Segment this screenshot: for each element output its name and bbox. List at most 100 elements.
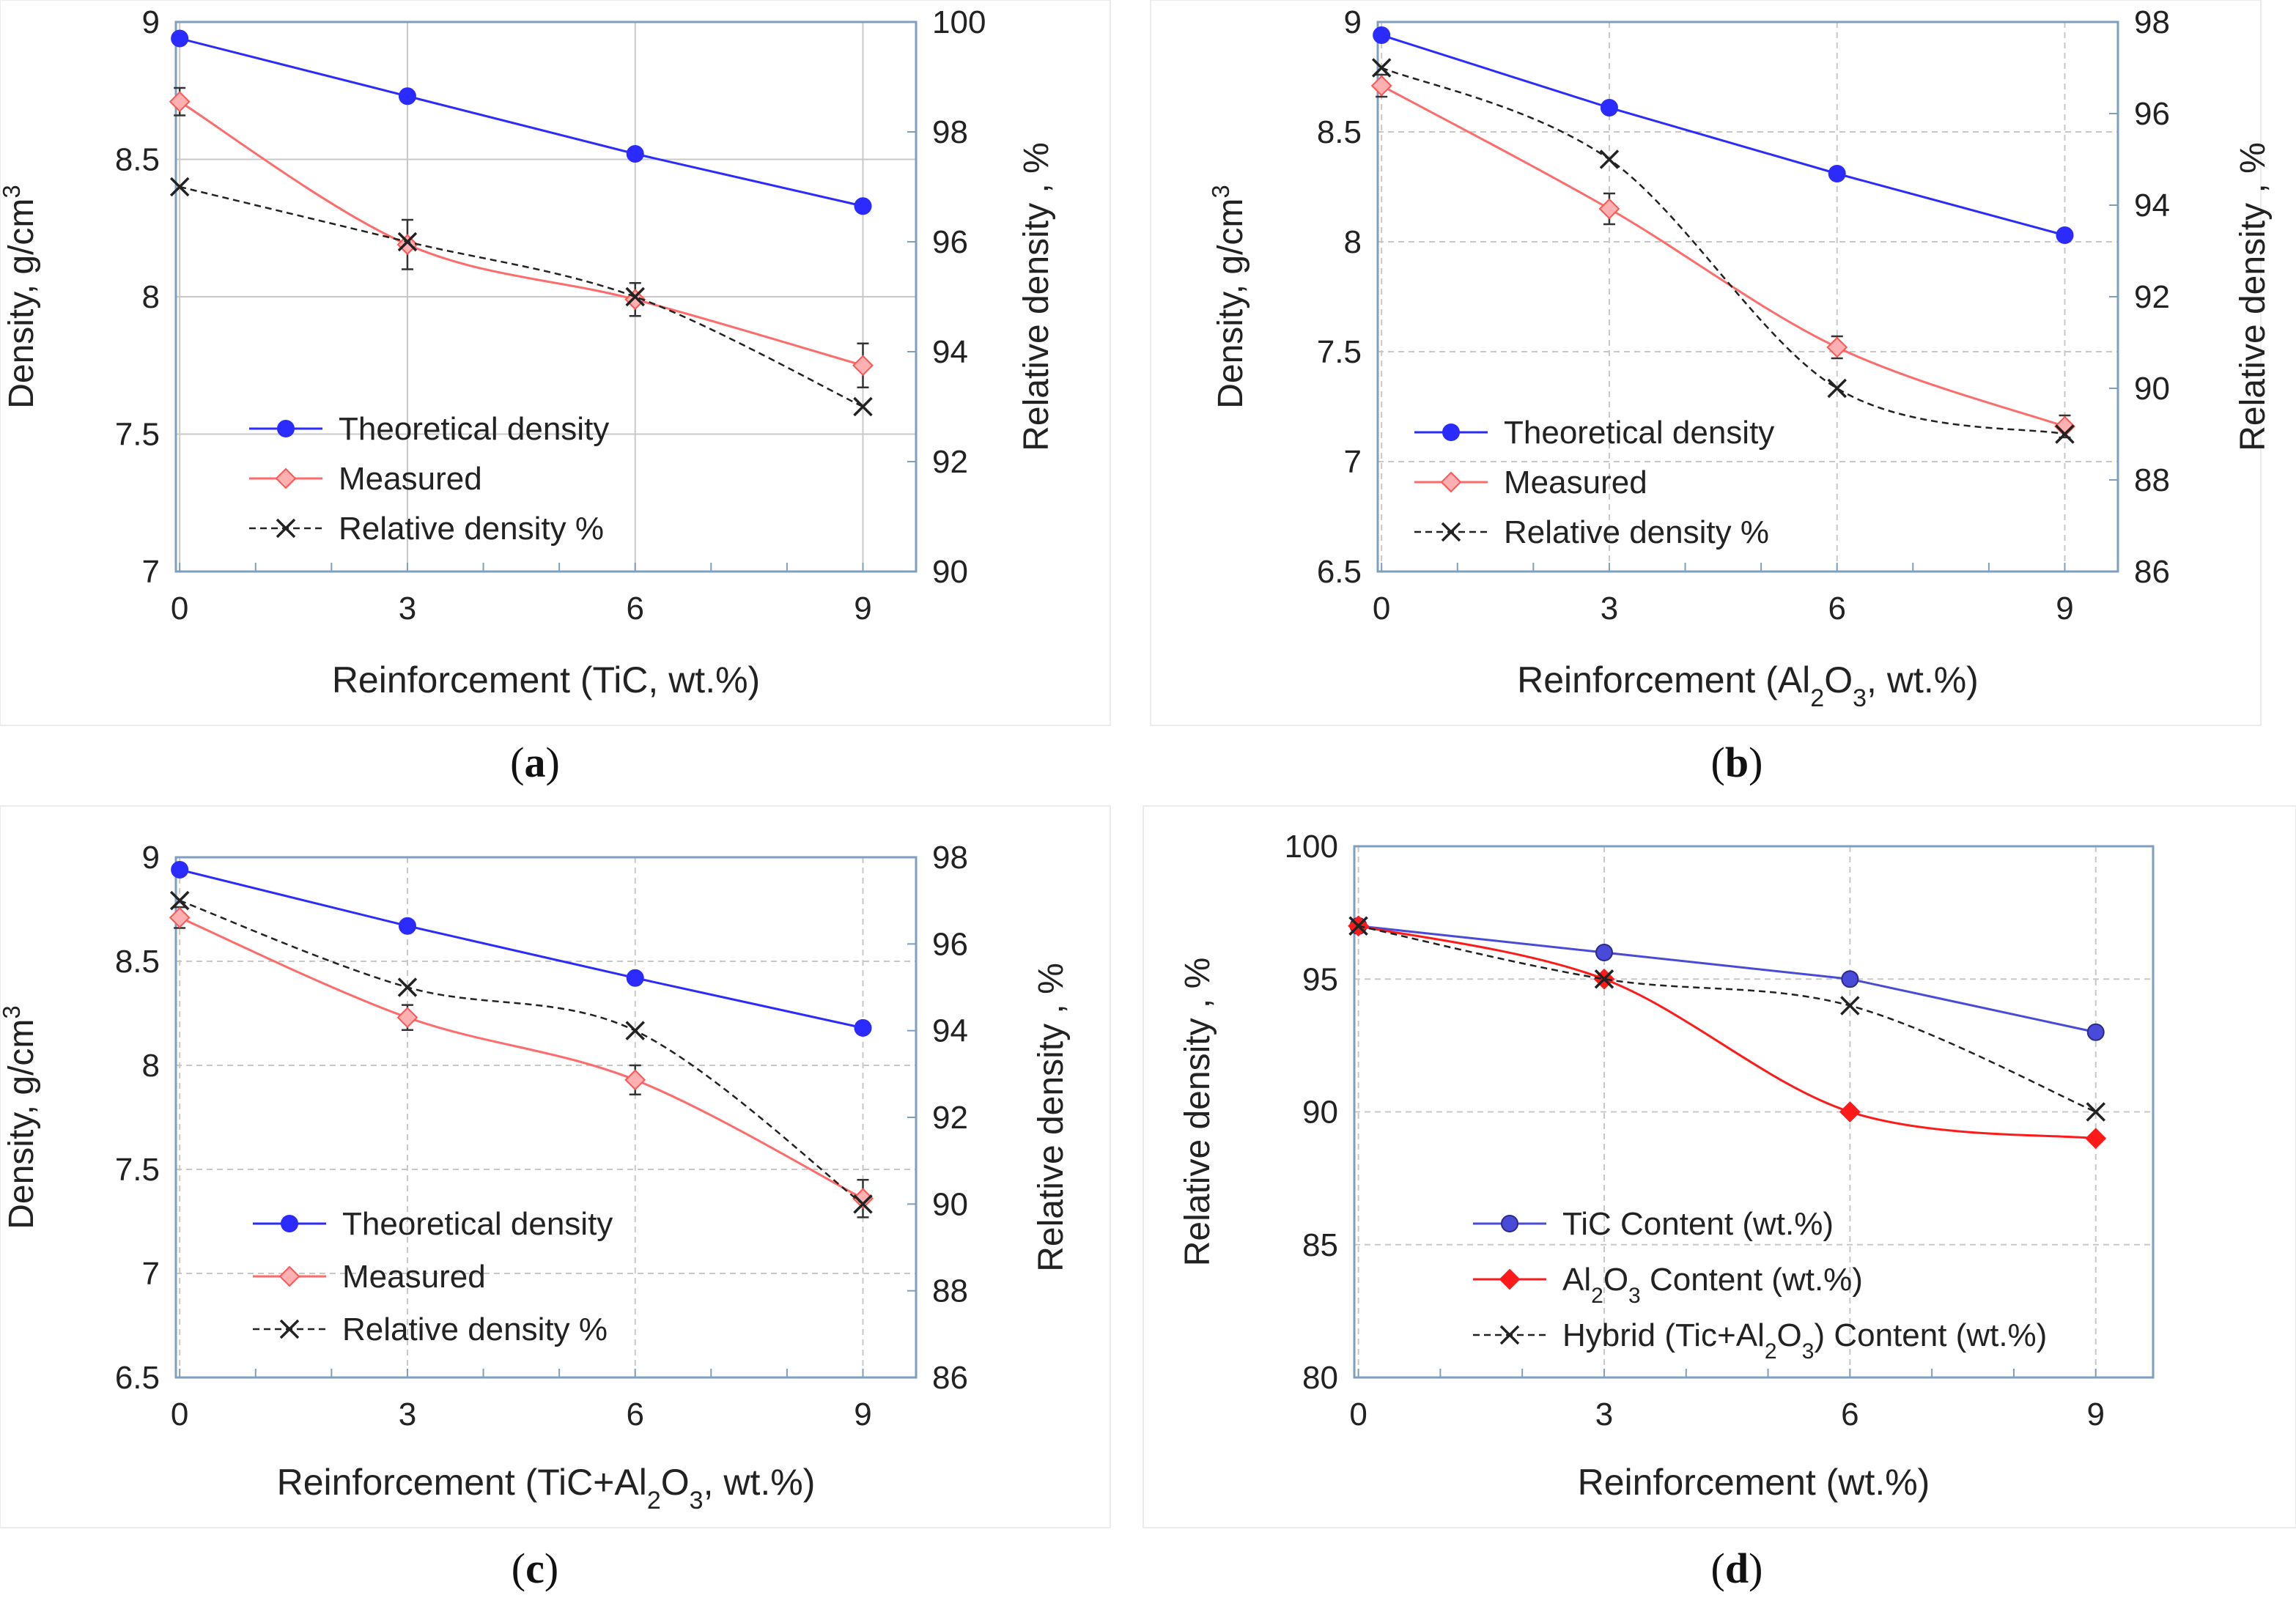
y2-tick-label: 100	[932, 4, 986, 40]
x-tick-label: 3	[1601, 591, 1618, 626]
caption-b: (b)	[1711, 739, 1763, 786]
panel-background	[0, 0, 1111, 726]
y2-tick-label: 90	[932, 554, 968, 590]
legend-marker	[1440, 471, 1462, 493]
data-point	[1839, 1101, 1861, 1122]
x-axis-label: Reinforcement (TiC, wt.%)	[332, 659, 760, 700]
series-line	[1358, 925, 2096, 1140]
y2-tick-label: 94	[932, 334, 968, 370]
y2-tick-label: 86	[932, 1360, 968, 1396]
legend-label: Al2O3 Content (wt.%)	[1562, 1262, 1863, 1308]
series-1	[1370, 73, 2075, 439]
y-tick-label: 7.5	[115, 1152, 160, 1188]
data-point	[1348, 916, 1368, 936]
y-tick-label: 80	[1302, 1360, 1338, 1396]
data-point	[397, 977, 418, 997]
legend-marker	[278, 1265, 300, 1287]
data-point	[171, 29, 189, 48]
y-tick-label: 90	[1302, 1095, 1338, 1131]
x-tick-label: 3	[1595, 1397, 1613, 1432]
y2-axis-label: Relative density , %	[2234, 142, 2273, 451]
x-tick-label: 9	[2056, 591, 2073, 626]
data-point	[1841, 970, 1859, 988]
data-point	[1373, 26, 1391, 44]
minor-ticks	[179, 1369, 864, 1377]
y-tick-label: 9	[142, 4, 160, 40]
y-axis-label: Density, g/cm3	[1207, 185, 1251, 409]
y2-tick-label: 96	[2134, 96, 2170, 132]
y-tick-label: 7	[142, 1256, 160, 1292]
series-line	[1358, 925, 2097, 1034]
legend-label: Theoretical density	[1504, 415, 1774, 451]
x-tick-label: 3	[399, 591, 416, 626]
legend-label: Measured	[1504, 465, 1647, 500]
legend-marker	[1501, 1215, 1518, 1232]
legend-marker	[1499, 1268, 1521, 1290]
data-point	[398, 87, 416, 106]
y2-tick-label: 88	[2134, 462, 2170, 498]
data-point	[1826, 336, 1848, 358]
data-point	[625, 286, 645, 307]
y-axis-label: Relative density , %	[1178, 958, 1217, 1267]
data-point	[2086, 1102, 2105, 1122]
x-axis-label: Reinforcement (TiC+Al2O3, wt.%)	[277, 1462, 816, 1514]
y-tick-label: 6.5	[1317, 554, 1362, 590]
data-point	[171, 861, 189, 879]
series-line	[179, 37, 863, 207]
data-point	[2054, 415, 2075, 437]
y-tick-label: 7	[142, 554, 160, 590]
legend-label: Hybrid (Tic+Al2O3) Content (wt.%)	[1562, 1317, 2047, 1364]
data-point	[2085, 1128, 2107, 1150]
legend-label: Measured	[339, 461, 482, 497]
y-tick-label: 95	[1302, 961, 1338, 997]
data-point	[1840, 996, 1860, 1016]
legend: TiC Content (wt.%) Al2O3 Content (wt.%) Hy…	[1473, 1206, 2047, 1364]
x-tick-label: 9	[854, 1397, 871, 1432]
plot-frame	[174, 21, 918, 573]
series-1	[169, 906, 874, 1218]
y-tick-label: 8	[142, 1048, 160, 1084]
data-point	[169, 906, 191, 928]
series-line	[179, 100, 863, 367]
y2-tick-label: 86	[2134, 554, 2170, 590]
legend-marker	[277, 420, 295, 437]
y2-tick-label: 92	[2134, 279, 2170, 315]
data-point	[169, 91, 191, 113]
minor-ticks	[1357, 1369, 2097, 1377]
data-point	[397, 232, 418, 252]
data-point	[1600, 99, 1618, 116]
y-tick-label: 9	[142, 840, 160, 876]
data-point	[1370, 75, 1392, 97]
y-axis-label: Density, g/cm3	[0, 1005, 41, 1229]
data-point	[854, 197, 872, 215]
legend-label: Measured	[342, 1259, 486, 1295]
y2-tick-label: 98	[932, 840, 968, 876]
x-tick-label: 9	[2087, 1397, 2105, 1432]
data-point	[1371, 58, 1392, 78]
data-point	[1594, 969, 1614, 989]
legend-marker	[1442, 424, 1460, 441]
panel-background	[1150, 0, 2262, 726]
series-2	[169, 890, 873, 1214]
series-line	[1358, 925, 2097, 1113]
legend-marker	[276, 518, 296, 539]
caption-a: (a)	[510, 739, 560, 786]
y-tick-label: 7	[1344, 444, 1362, 480]
data-point	[398, 917, 416, 935]
y2-tick-label: 92	[932, 444, 968, 480]
data-point	[2055, 424, 2075, 444]
legend: Theoretical density Measured Relative dens…	[1414, 415, 1774, 550]
legend: Theoretical density Measured Relative dens…	[253, 1206, 613, 1347]
x-tick-label: 0	[171, 1397, 188, 1432]
series-line	[179, 868, 863, 1029]
data-point	[853, 1194, 873, 1214]
x-axis-label: Reinforcement (Al2O3, wt.%)	[1517, 659, 1979, 712]
legend-label: Relative density %	[342, 1312, 608, 1347]
legend-marker	[275, 467, 297, 489]
y2-tick-label: 90	[932, 1186, 968, 1222]
y2-tick-label: 92	[932, 1100, 968, 1136]
y-tick-label: 100	[1285, 829, 1338, 865]
y2-tick-label: 96	[932, 224, 968, 260]
legend-label: TiC Content (wt.%)	[1562, 1206, 1834, 1242]
caption-d: (d)	[1711, 1545, 1763, 1592]
